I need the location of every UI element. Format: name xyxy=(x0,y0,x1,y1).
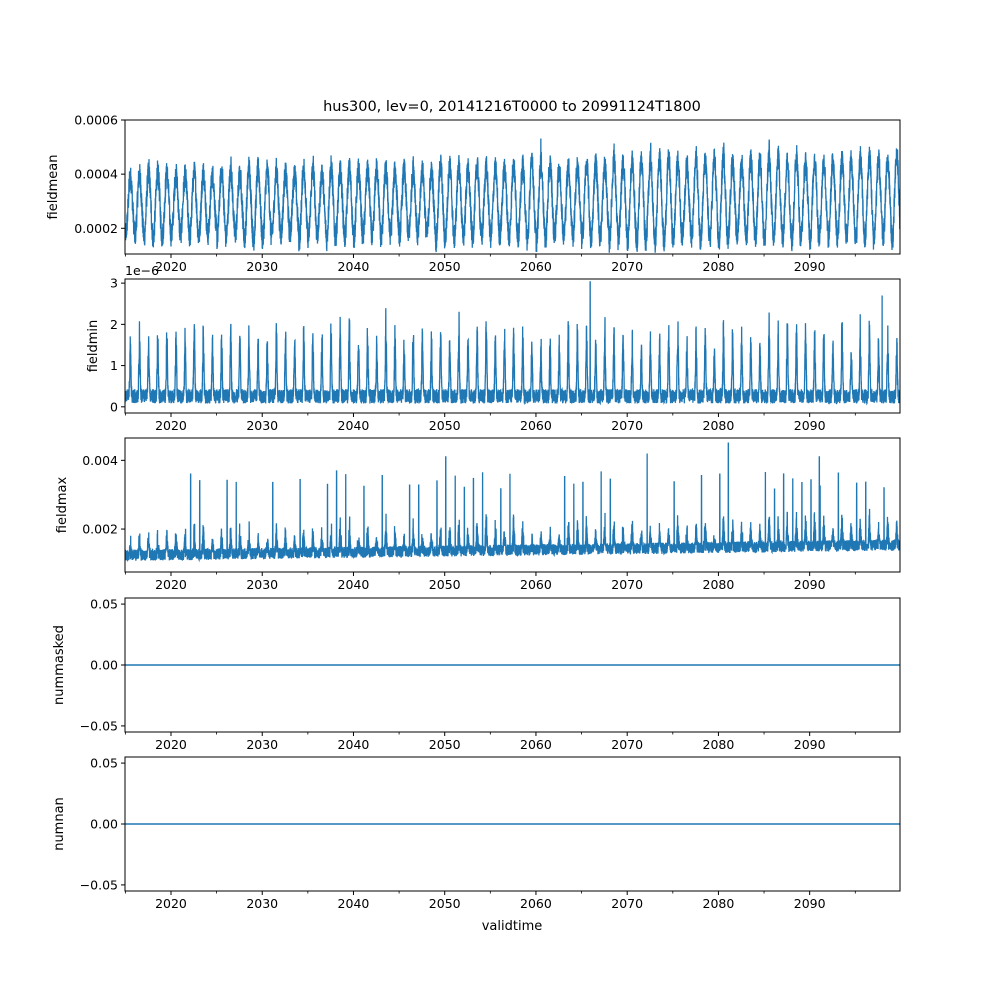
numnan-xtick-label: 2040 xyxy=(338,896,370,911)
numnan-xtick-label: 2070 xyxy=(611,896,643,911)
fieldmin-ytick-label: 3 xyxy=(110,276,118,291)
fieldmean-xtick-label: 2040 xyxy=(338,259,370,274)
fieldmean-xtick-label: 2080 xyxy=(703,259,735,274)
fieldmean-xtick-label: 2070 xyxy=(611,259,643,274)
fieldmin-xtick-label: 2060 xyxy=(520,418,552,433)
fieldmin-xtick-label: 2080 xyxy=(703,418,735,433)
fieldmax-xtick-label: 2020 xyxy=(155,577,187,592)
fieldmean-series-line xyxy=(125,138,900,253)
subplot-nummasked: 2020 2030 2040 2050 2060 2070 2080 2090 −0.05 0.0… xyxy=(52,597,901,752)
numnan-ytick-label: 0.00 xyxy=(90,817,118,832)
fieldmin-offset-text: 1e−6 xyxy=(125,263,159,278)
nummasked-xtick-label: 2050 xyxy=(429,737,461,752)
fieldmin-axes-frame xyxy=(124,278,901,414)
fieldmean-ytick-label: 0.0002 xyxy=(74,221,118,236)
fieldmax-ytick-label: 0.002 xyxy=(82,522,118,537)
numnan-ytick-label: 0.05 xyxy=(90,756,118,771)
fieldmin-xtick-label: 2070 xyxy=(611,418,643,433)
numnan-ylabel: numnan xyxy=(52,797,67,851)
numnan-xtick-label: 2080 xyxy=(703,896,735,911)
fieldmin-xtick-label: 2050 xyxy=(429,418,461,433)
fieldmax-xtick-label: 2090 xyxy=(794,577,826,592)
subplot-fieldmin: 2020 2030 2040 2050 2060 2070 2080 2090 0 1 2 3 1e−6… xyxy=(86,263,901,433)
nummasked-xtick-label: 2030 xyxy=(246,737,278,752)
nummasked-xtick-label: 2090 xyxy=(794,737,826,752)
nummasked-ytick-label: −0.05 xyxy=(80,718,118,733)
x-axis-label: validtime xyxy=(482,919,543,934)
fieldmax-xtick-label: 2050 xyxy=(429,577,461,592)
fieldmean-ylabel: fieldmean xyxy=(46,155,61,220)
fieldmax-ytick-label: 0.004 xyxy=(82,453,118,468)
fieldmean-xtick-label: 2020 xyxy=(155,259,187,274)
numnan-xtick-label: 2090 xyxy=(794,896,826,911)
subplot-fieldmean: 2020 2030 2040 2050 2060 2070 2080 2090 0.0002 0.… xyxy=(46,113,901,274)
nummasked-xtick-label: 2060 xyxy=(520,737,552,752)
fieldmean-xtick-label: 2030 xyxy=(246,259,278,274)
fieldmax-series-line xyxy=(125,442,900,563)
nummasked-ytick-label: 0.05 xyxy=(90,597,118,612)
fieldmax-xtick-label: 2040 xyxy=(338,577,370,592)
fieldmin-ylabel: fieldmin xyxy=(86,320,101,373)
fieldmin-series-line xyxy=(125,281,900,406)
fieldmin-xtick-label: 2020 xyxy=(155,418,187,433)
fieldmean-xtick-label: 2050 xyxy=(429,259,461,274)
nummasked-xtick-label: 2020 xyxy=(155,737,187,752)
fieldmin-xtick-label: 2030 xyxy=(246,418,278,433)
fieldmean-xtick-label: 2060 xyxy=(520,259,552,274)
subplot-panels: 2020 2030 2040 2050 2060 2070 2080 20900.00020.… xyxy=(46,113,901,911)
nummasked-xtick-label: 2080 xyxy=(703,737,735,752)
numnan-ytick-label: −0.05 xyxy=(80,877,118,892)
figure-title: hus300, lev=0, 20141216T0000 to 20991124… xyxy=(323,99,701,115)
fieldmax-axes-frame xyxy=(124,437,901,573)
nummasked-ytick-label: 0.00 xyxy=(90,658,118,673)
fieldmax-xtick-label: 2080 xyxy=(703,577,735,592)
nummasked-ylabel: nummasked xyxy=(52,625,67,705)
subplot-fieldmax: 2020 2030 2040 2050 2060 2070 2080 2090 0.002 0.0… xyxy=(55,437,901,592)
nummasked-xtick-label: 2040 xyxy=(338,737,370,752)
fieldmin-ytick-label: 2 xyxy=(110,317,118,332)
nummasked-xtick-label: 2070 xyxy=(611,737,643,752)
numnan-xtick-label: 2030 xyxy=(246,896,278,911)
fieldmin-xtick-label: 2090 xyxy=(794,418,826,433)
fieldmin-ytick-label: 0 xyxy=(110,399,118,414)
fieldmax-ylabel: fieldmax xyxy=(55,477,70,534)
numnan-xtick-label: 2050 xyxy=(429,896,461,911)
numnan-xtick-label: 2060 xyxy=(520,896,552,911)
fieldmean-ytick-label: 0.0004 xyxy=(74,167,118,182)
fieldmin-ytick-label: 1 xyxy=(110,358,118,373)
fieldmin-xtick-label: 2040 xyxy=(338,418,370,433)
fieldmax-xtick-label: 2070 xyxy=(611,577,643,592)
fieldmax-xtick-label: 2030 xyxy=(246,577,278,592)
fieldmax-xtick-label: 2060 xyxy=(520,577,552,592)
numnan-xtick-label: 2020 xyxy=(155,896,187,911)
subplot-numnan: 2020 2030 2040 2050 2060 2070 2080 2090 −0.05 0.0… xyxy=(52,756,901,911)
fieldmean-axes-frame xyxy=(124,119,901,255)
fieldmean-xtick-label: 2090 xyxy=(794,259,826,274)
fieldmean-ytick-label: 0.0006 xyxy=(74,113,118,128)
